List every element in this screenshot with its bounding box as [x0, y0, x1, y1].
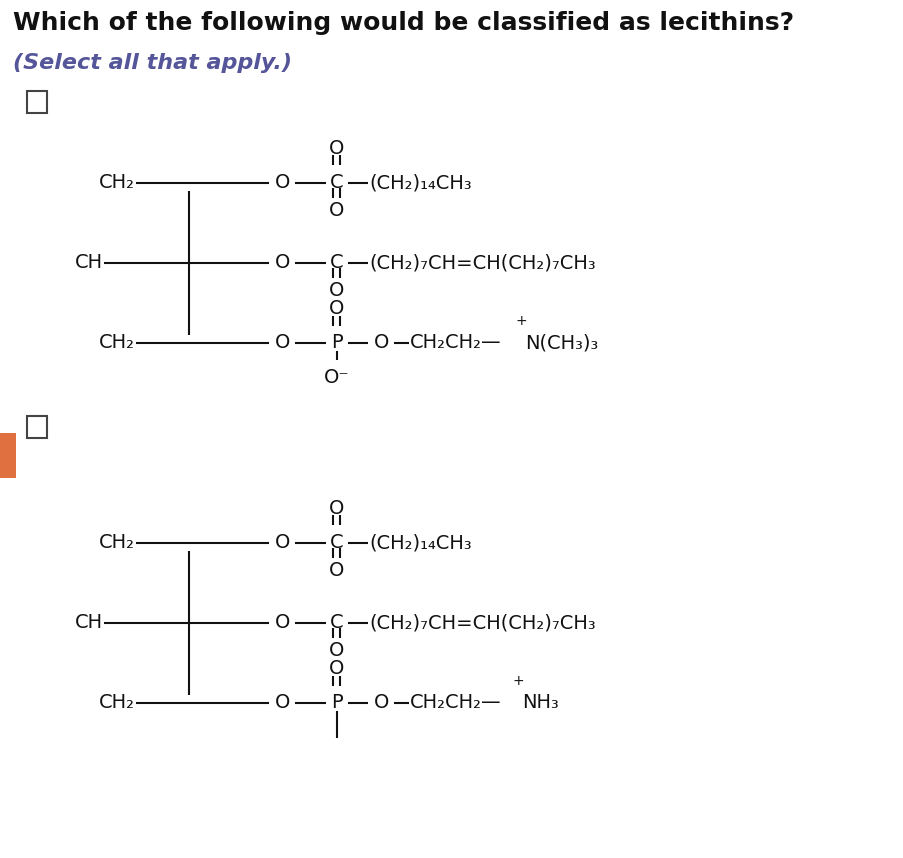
Text: +: +	[515, 314, 526, 328]
Text: CH₂: CH₂	[98, 334, 135, 353]
Text: C: C	[330, 613, 343, 632]
Text: C: C	[330, 173, 343, 192]
Text: O: O	[329, 561, 344, 581]
Text: C: C	[330, 534, 343, 553]
Text: (Select all that apply.): (Select all that apply.)	[14, 53, 293, 73]
Text: CH₂: CH₂	[98, 534, 135, 553]
Text: O: O	[329, 202, 344, 221]
Text: CH: CH	[75, 613, 103, 632]
Text: P: P	[330, 693, 342, 712]
Text: (CH₂)₇CH=CH(CH₂)₇CH₃: (CH₂)₇CH=CH(CH₂)₇CH₃	[368, 613, 595, 632]
Text: (CH₂)₁₄CH₃: (CH₂)₁₄CH₃	[368, 173, 471, 192]
Text: CH₂CH₂—: CH₂CH₂—	[409, 334, 500, 353]
Text: CH: CH	[75, 253, 103, 273]
Text: O: O	[275, 613, 290, 632]
Text: N(CH₃)₃: N(CH₃)₃	[525, 334, 598, 353]
Text: O: O	[275, 534, 290, 553]
Text: O: O	[275, 173, 290, 192]
Text: O: O	[329, 138, 344, 158]
Text: P: P	[330, 334, 342, 353]
Text: O: O	[374, 693, 389, 712]
Text: O⁻: O⁻	[323, 368, 349, 388]
Text: O: O	[329, 658, 344, 678]
Text: O: O	[275, 693, 290, 712]
Text: O: O	[329, 498, 344, 517]
Text: NH₃: NH₃	[521, 693, 558, 712]
Text: O: O	[329, 281, 344, 300]
Text: +: +	[512, 674, 524, 688]
Text: Which of the following would be classified as lecithins?: Which of the following would be classifi…	[14, 11, 794, 35]
Text: C: C	[330, 253, 343, 273]
Text: O: O	[329, 642, 344, 661]
Text: O: O	[374, 334, 389, 353]
Text: O: O	[329, 299, 344, 317]
Text: (CH₂)₁₄CH₃: (CH₂)₁₄CH₃	[368, 534, 471, 553]
FancyBboxPatch shape	[27, 91, 47, 113]
Text: (CH₂)₇CH=CH(CH₂)₇CH₃: (CH₂)₇CH=CH(CH₂)₇CH₃	[368, 253, 595, 273]
FancyBboxPatch shape	[27, 416, 47, 438]
Text: CH₂: CH₂	[98, 693, 135, 712]
Text: CH₂CH₂—: CH₂CH₂—	[409, 693, 500, 712]
Text: O: O	[275, 334, 290, 353]
Text: O: O	[275, 253, 290, 273]
Text: CH₂: CH₂	[98, 173, 135, 192]
Bar	[0, 433, 16, 478]
